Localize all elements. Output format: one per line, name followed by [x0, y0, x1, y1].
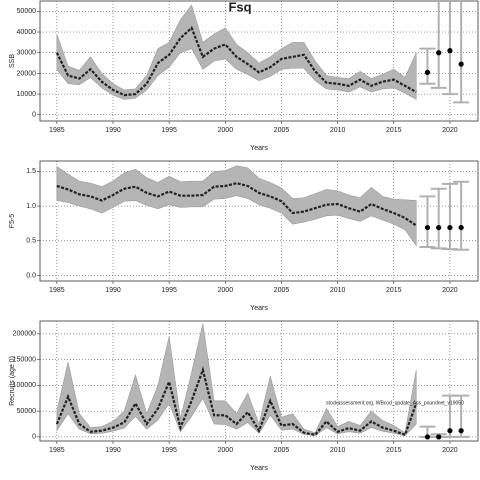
x-tick-label: 2015 — [386, 447, 402, 454]
x-tick-label: 1995 — [161, 287, 177, 294]
y-tick-label: 1.0 — [26, 203, 36, 210]
y-tick-label: 30000 — [17, 50, 37, 57]
x-tick-label: 1990 — [105, 127, 121, 134]
x-tick-label: 2005 — [274, 287, 290, 294]
y-axis-label: F5-5 — [9, 214, 16, 229]
x-axis-label: Years — [250, 465, 268, 472]
estimate-line — [55, 25, 417, 97]
y-tick-label: 50000 — [17, 8, 37, 15]
plot — [55, 323, 470, 440]
x-tick-label: 1985 — [49, 447, 65, 454]
x-tick-label: 2015 — [386, 287, 402, 294]
y-tick-label: 150000 — [13, 356, 36, 363]
confidence-band — [56, 323, 417, 437]
projection-point — [458, 224, 464, 231]
plot — [55, 1, 470, 104]
projection-point — [424, 69, 431, 75]
annotation: stockassessment.org, WBcod_update_Ass_po… — [326, 400, 464, 406]
y-tick-label: 0 — [32, 112, 36, 119]
projection-point — [436, 50, 442, 56]
y-axis-label: Recruits (age 0) — [9, 356, 16, 406]
x-tick-label: 2010 — [330, 287, 346, 294]
y-tick-label: 50000 — [17, 408, 37, 415]
projection-point — [458, 61, 464, 67]
y-tick-label: 0.5 — [26, 238, 36, 245]
projection-point — [458, 428, 464, 434]
y-axis-label: SSB — [9, 54, 16, 68]
projection-point — [447, 428, 453, 434]
x-tick-label: 1985 — [49, 127, 65, 134]
y-tick-label: 20000 — [17, 70, 37, 77]
y-tick-label: 0 — [32, 434, 36, 441]
estimate-line — [55, 366, 418, 437]
projection-point — [424, 224, 431, 231]
x-tick-label: 1985 — [49, 287, 65, 294]
x-tick-label: 2005 — [274, 127, 290, 134]
projection-point — [424, 434, 431, 440]
projection-point — [436, 434, 442, 440]
x-tick-label: 1995 — [161, 127, 177, 134]
confidence-band — [56, 165, 417, 247]
estimate-line — [56, 182, 417, 227]
x-tick-label: 2005 — [274, 447, 290, 454]
x-tick-label: 1990 — [105, 447, 121, 454]
x-tick-label: 2020 — [442, 447, 458, 454]
x-tick-label: 2000 — [218, 287, 234, 294]
x-axis-label: Years — [250, 145, 268, 152]
x-tick-label: 2010 — [330, 127, 346, 134]
projection-point — [436, 224, 442, 231]
x-tick-label: 1990 — [105, 287, 121, 294]
x-tick-label: 1995 — [161, 447, 177, 454]
y-tick-label: 40000 — [17, 29, 37, 36]
x-axis-label: Years — [250, 305, 268, 312]
x-tick-label: 2000 — [218, 127, 234, 134]
confidence-band — [56, 4, 417, 100]
x-tick-label: 2015 — [386, 127, 402, 134]
x-tick-label: 2020 — [442, 287, 458, 294]
x-tick-label: 2010 — [330, 447, 346, 454]
x-tick-label: 2020 — [442, 127, 458, 134]
x-tick-label: 2000 — [218, 447, 234, 454]
projection-point — [447, 224, 453, 231]
y-tick-label: 100000 — [13, 382, 36, 389]
y-tick-label: 0.0 — [26, 272, 36, 279]
y-tick-label: 1.5 — [26, 168, 36, 175]
y-tick-label: 200000 — [13, 331, 36, 338]
chart-title: Fsq — [228, 0, 251, 14]
plot — [56, 165, 470, 251]
projection-point — [447, 48, 453, 54]
y-tick-label: 10000 — [17, 91, 37, 98]
